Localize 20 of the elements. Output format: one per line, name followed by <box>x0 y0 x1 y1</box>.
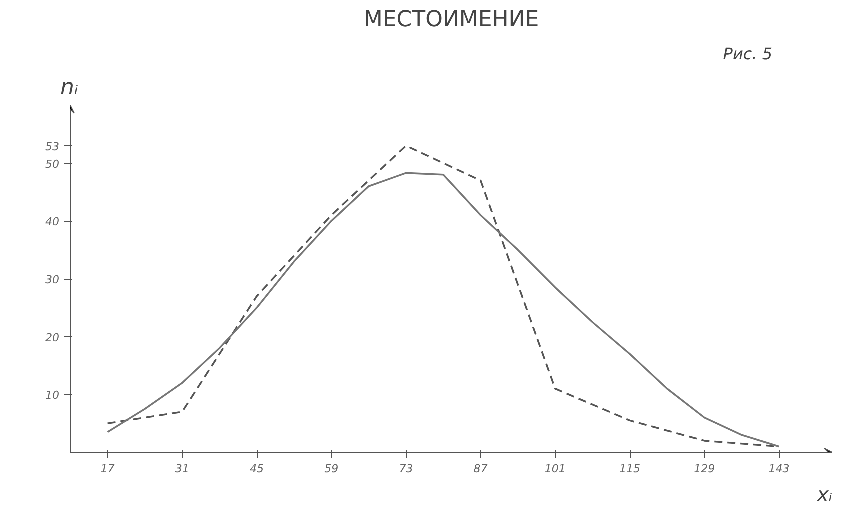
y-tick-label: 40 <box>46 216 60 229</box>
text: Рис. 5 <box>723 44 773 64</box>
x-tick-label: 143 <box>768 462 790 476</box>
y-tick-label: 10 <box>46 389 60 402</box>
y-tick-label: 50 <box>46 158 60 171</box>
x-tick-label: 101 <box>544 462 566 476</box>
x-tick-label: 87 <box>474 462 488 476</box>
x-tick-label: 129 <box>694 462 716 476</box>
x-tick-label: 31 <box>175 462 190 476</box>
y-tick-label: 20 <box>46 331 60 344</box>
x-axis-title: xᵢ <box>816 482 833 506</box>
x-tick-label: 17 <box>100 462 115 476</box>
x-tick-label: 45 <box>250 462 264 476</box>
x-tick-label: 73 <box>399 462 414 476</box>
y-axis-title: nᵢ <box>60 76 78 100</box>
y-tick-label: 30 <box>46 274 60 286</box>
y-tick-label: 53 <box>46 140 60 154</box>
x-tick-label: 59 <box>324 462 339 476</box>
x-tick-label: 115 <box>620 462 641 476</box>
chart-title: МЕСТОИМЕНИЕ <box>364 8 540 32</box>
